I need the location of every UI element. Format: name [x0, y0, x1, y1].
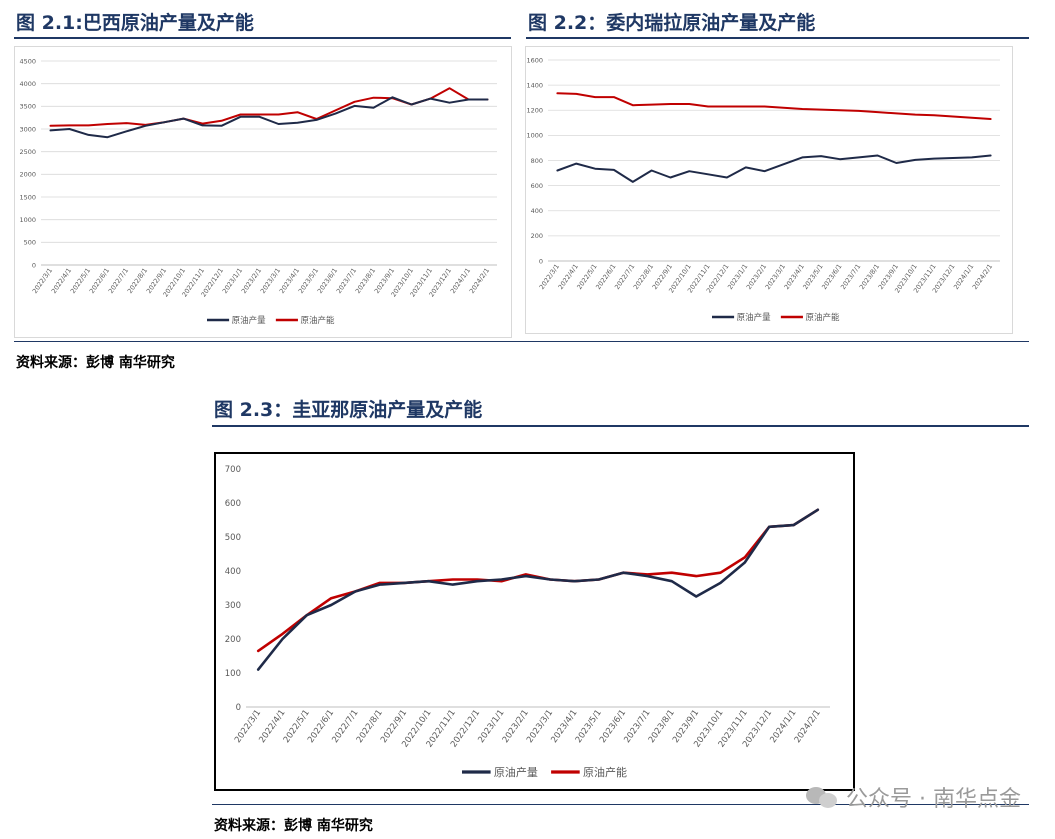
y-tick-label: 4500 — [19, 57, 36, 65]
wechat-icon — [806, 785, 840, 809]
y-tick-label: 2000 — [19, 171, 36, 179]
y-tick-label: 2500 — [19, 148, 36, 156]
y-tick-label: 1000 — [526, 132, 543, 140]
y-tick-label: 1200 — [526, 107, 543, 115]
y-tick-label: 1600 — [526, 56, 543, 64]
figure-title-guyana: 图 2.3：圭亚那原油产量及产能 — [214, 399, 483, 421]
series-line-production — [256, 508, 820, 671]
y-tick-label: 400 — [225, 567, 241, 577]
y-tick-label: 200 — [531, 232, 543, 240]
y-tick-label: 3500 — [19, 103, 36, 111]
chart-svg: 01002003004005006007002022/3/12022/4/120… — [225, 465, 830, 779]
y-tick-label: 400 — [531, 207, 543, 215]
y-tick-label: 1500 — [19, 193, 36, 201]
series-line-capacity — [556, 92, 992, 120]
chart-brazil: 0 500 1000 1500 2000 2500 3000 3500 4000 4500 2022… — [14, 46, 512, 338]
watermark-text: 公众号 · 南华点金 — [846, 787, 1021, 812]
chart-svg: 020040060080010001200140016002022/3/1202… — [526, 56, 1000, 323]
legend-label: 原油产量 — [232, 315, 267, 326]
y-tick-label: 200 — [225, 635, 241, 645]
series-line-production — [556, 154, 992, 183]
y-tick-label: 0 — [539, 257, 543, 265]
source-note-top: 资料来源：彭博 南华研究 — [16, 355, 175, 371]
title-rule-guyana — [212, 425, 1029, 427]
y-tick-label: 300 — [225, 601, 241, 611]
y-tick-label: 800 — [531, 157, 543, 165]
chart-svg: 0500100015002000250030003500400045002022… — [19, 57, 497, 326]
y-tick-label: 600 — [531, 182, 543, 190]
y-tick-label: 500 — [24, 239, 36, 247]
watermark: 公众号 · 南华点金 — [806, 781, 1021, 813]
chart-venezuela: 0 200 400 600 800 1000 1200 1400 1600 2022/3/1 202… — [525, 46, 1013, 334]
section-rule-bottom — [212, 804, 1029, 805]
figure-title-venezuela: 图 2.2：委内瑞拉原油产量及产能 — [528, 12, 816, 34]
source-note-bottom: 资料来源：彭博 南华研究 — [214, 818, 373, 834]
series-line-production — [49, 96, 489, 139]
series-line-capacity — [256, 508, 820, 653]
y-tick-label: 0 — [236, 703, 241, 713]
y-tick-label: 700 — [225, 465, 241, 475]
legend-label: 原油产量 — [494, 765, 538, 779]
section-rule-top — [14, 341, 1029, 342]
title-rule-brazil — [14, 37, 511, 39]
y-tick-label: 3000 — [19, 125, 36, 133]
y-tick-label: 500 — [225, 533, 241, 543]
legend-label: 原油产能 — [301, 315, 336, 326]
figure-title-brazil: 图 2.1:巴西原油产量及产能 — [16, 12, 254, 34]
y-tick-label: 4000 — [19, 80, 36, 88]
y-tick-label: 1400 — [526, 81, 543, 89]
chart-guyana: 0 100 200 300 400 500 600 700 2022/3/1 2022/4/1 20… — [214, 452, 855, 791]
legend-label: 原油产能 — [583, 765, 627, 779]
y-tick-label: 1000 — [19, 216, 36, 224]
y-tick-label: 0 — [32, 261, 36, 269]
y-tick-label: 600 — [225, 499, 241, 509]
legend-label: 原油产量 — [737, 312, 772, 323]
y-tick-label: 100 — [225, 669, 241, 679]
title-rule-venezuela — [526, 37, 1029, 39]
legend-label: 原油产能 — [806, 312, 841, 323]
